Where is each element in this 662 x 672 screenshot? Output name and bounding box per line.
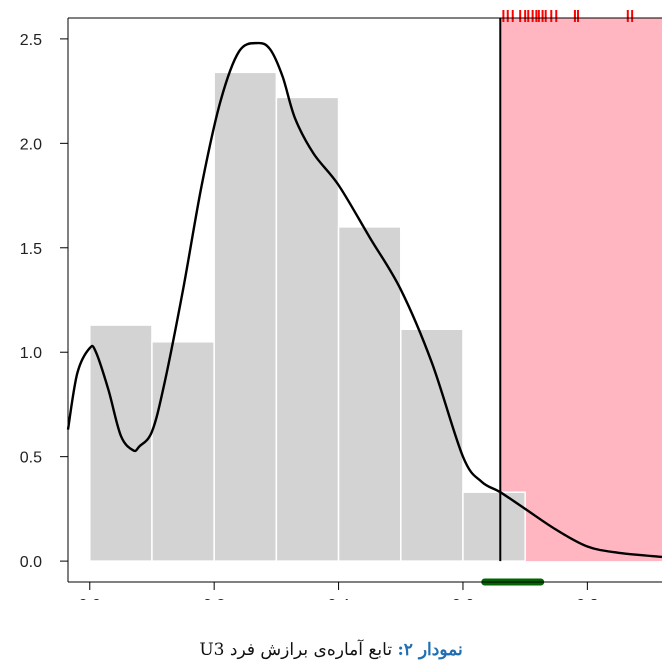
top-rug-layer (502, 10, 634, 22)
density-curve (66, 41, 662, 559)
y-tick-label: 0.5 (20, 450, 42, 467)
x-tick-label: 0.6 (452, 597, 474, 600)
histogram-bar (151, 341, 215, 562)
axes: 0.0 0.2 0.4 0.6 0.8 0.0 0.5 1.0 1.5 2.0 2.5 (20, 17, 662, 600)
fit-statistic-chart: 0.0 0.2 0.4 0.6 0.8 0.0 0.5 1.0 1.5 2.0 2.5 (20, 10, 662, 600)
caption-lead: نمودار ۲: (397, 640, 463, 660)
shaded-region (500, 18, 662, 562)
y-tick-label: 2.0 (20, 136, 42, 153)
x-tick-label: 0.4 (327, 597, 349, 600)
x-tick-label: 0.0 (79, 597, 101, 600)
figure-caption: نمودار ۲: تابع آماره‌ی برازش فرد U3 (0, 640, 662, 660)
histogram-bar (462, 491, 526, 562)
y-tick-label: 1.0 (20, 345, 42, 362)
histogram-bar (337, 226, 402, 562)
density-curve-layer (66, 41, 662, 559)
histogram-bar (213, 71, 278, 562)
histogram-bars (89, 71, 526, 562)
shaded-region-layer (500, 18, 662, 562)
y-tick-label: 1.5 (20, 241, 42, 258)
y-tick-label: 0.0 (20, 554, 42, 571)
histogram-bar (400, 328, 464, 562)
x-tick-label: 0.2 (203, 597, 225, 600)
y-tick-label: 2.5 (20, 32, 42, 49)
histogram-bar (275, 96, 340, 562)
caption-text: تابع آماره‌ی برازش فرد U3 (199, 640, 398, 660)
x-tick-label: 0.8 (576, 597, 598, 600)
